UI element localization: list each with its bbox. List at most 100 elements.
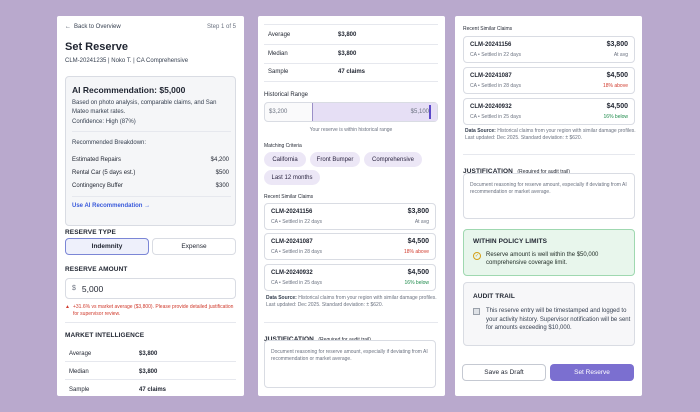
warning-text: +31.6% vs market average ($3,800). Pleas… <box>72 304 234 317</box>
data-source-label: Data Source: <box>465 128 496 134</box>
audit-checkbox-icon <box>473 308 480 315</box>
reserve-amount-input[interactable]: $ 5,000 <box>65 278 236 299</box>
claim-amount: $4,500 <box>606 103 628 110</box>
claim-id: CLM-20240932 <box>470 104 512 110</box>
use-ai-recommendation-link[interactable]: Use AI Recommendation → <box>72 203 151 209</box>
ai-confidence: Confidence: High (87%) <box>72 119 136 125</box>
claim-amount: $3,800 <box>407 208 429 215</box>
market-row-label: Sample <box>268 69 289 75</box>
currency-symbol: $ <box>72 285 76 292</box>
step-indicator: Step 1 of 5 <box>206 24 236 30</box>
criteria-pill: Last 12 months <box>264 170 320 185</box>
reserve-panel-middle: MARKET INTELLIGENCE Average $3,800 Media… <box>258 16 445 396</box>
set-reserve-button[interactable]: Set Reserve <box>550 364 634 381</box>
similar-claims-label: Recent Similar Claims <box>264 194 314 200</box>
policy-title: WITHIN POLICY LIMITS <box>473 238 548 245</box>
justification-hint: (Required for audit trail) <box>517 169 570 175</box>
expense-option[interactable]: Expense <box>152 238 236 255</box>
range-fill <box>312 103 437 121</box>
justification-textarea[interactable]: Document reasoning for reserve amount, e… <box>463 173 635 219</box>
data-source-text: Historical claims from your region with … <box>266 295 437 308</box>
market-intelligence-label: MARKET INTELLIGENCE <box>65 332 145 339</box>
claim-id: CLM-20241156 <box>271 209 313 215</box>
similar-claim-card[interactable]: CLM-20240932 CA • Settled in 25 days $4,… <box>264 264 436 291</box>
page-title: Set Reserve <box>65 41 128 53</box>
data-source-label: Data Source: <box>266 295 297 301</box>
claim-meta: CA • Settled in 22 days <box>470 52 521 58</box>
claim-note: 18% above <box>403 249 429 255</box>
arrow-left-icon: ← <box>65 24 71 30</box>
breakdown-item-label: Rental Car (5 days est.) <box>72 170 136 176</box>
market-row-value: $3,800 <box>338 32 357 38</box>
breakdown-item-value: $300 <box>215 183 229 189</box>
back-label: Back to Overview <box>74 24 121 30</box>
market-row-label: Average <box>268 32 291 38</box>
data-source-note: Data Source: Historical claims from your… <box>465 128 637 142</box>
claim-info: CLM-20241235 | Noko T. | CA Comprehensiv… <box>65 58 189 64</box>
similar-claim-card[interactable]: CLM-20241087 CA • Settled in 28 days $4,… <box>264 233 436 260</box>
claim-meta: CA • Settled in 28 days <box>470 83 521 89</box>
range-start-marker <box>312 103 313 121</box>
similar-claim-card[interactable]: CLM-20240932 CA • Settled in 25 days $4,… <box>463 98 635 125</box>
claim-note: 16% below <box>603 114 628 120</box>
policy-limits-card: WITHIN POLICY LIMITS ✓ Reserve amount is… <box>463 229 635 276</box>
market-row-label: Average <box>69 351 92 357</box>
historical-range-bar: $3,200 $5,100 <box>264 102 438 122</box>
similar-claim-card[interactable]: CLM-20241087 CA • Settled in 28 days $4,… <box>463 67 635 94</box>
criteria-pill: Comprehensive <box>364 152 422 167</box>
claim-note: 16% below <box>404 280 429 286</box>
justification-label: JUSTIFICATION <box>264 336 314 343</box>
claim-id: CLM-20241156 <box>470 42 512 48</box>
matching-criteria-label: Matching Criteria <box>264 143 302 149</box>
reserve-panel-top: ← Back to Overview Step 1 of 5 Set Reser… <box>57 16 244 396</box>
similar-claim-card[interactable]: CLM-20241156 CA • Settled in 22 days $3,… <box>463 36 635 63</box>
market-intelligence-label: MARKET INTELLIGENCE <box>264 16 343 17</box>
market-row-value: 47 claims <box>338 69 366 75</box>
range-max: $5,100 <box>410 109 429 115</box>
save-draft-button[interactable]: Save as Draft <box>462 364 546 381</box>
market-row-value: $3,800 <box>139 369 158 375</box>
policy-text: Reserve amount is well within the $50,00… <box>486 252 599 266</box>
claim-note: 18% above <box>602 83 628 89</box>
justification-placeholder: Document reasoning for reserve amount, e… <box>470 182 627 195</box>
breakdown-item-value: $4,200 <box>210 157 229 163</box>
claim-id: CLM-20240932 <box>271 270 313 276</box>
data-source-note: Data Source: Historical claims from your… <box>266 295 438 309</box>
market-row-label: Sample <box>69 387 90 393</box>
breakdown-item-value: $500 <box>215 170 229 176</box>
breakdown-item-label: Estimated Repairs <box>72 157 122 163</box>
justification-placeholder: Document reasoning for reserve amount, e… <box>271 349 428 362</box>
market-row-value: $3,800 <box>139 351 158 357</box>
claim-meta: CA • Settled in 25 days <box>470 114 521 120</box>
historical-range-label: Historical Range <box>264 92 309 98</box>
reserve-amount-value: 5,000 <box>81 283 104 294</box>
claim-note: At avg <box>414 219 429 225</box>
claim-amount: $4,500 <box>407 238 429 245</box>
claim-id: CLM-20241087 <box>470 73 512 79</box>
justification-heading: JUSTIFICATION (Required for audit trail) <box>463 160 570 178</box>
claim-note: At avg <box>613 52 628 58</box>
warning-icon: ▲ <box>65 304 70 310</box>
justification-label: JUSTIFICATION <box>463 168 513 175</box>
similar-claim-card[interactable]: CLM-20241156 CA • Settled in 22 days $3,… <box>264 203 436 230</box>
audit-title: AUDIT TRAIL <box>473 293 515 300</box>
reserve-panel-bottom: Recent Similar Claims CLM-20241156 CA • … <box>455 16 642 396</box>
claim-meta: CA • Settled in 28 days <box>271 249 322 255</box>
reserve-warning: ▲ +31.6% vs market average ($3,800). Ple… <box>65 304 238 318</box>
range-min: $3,200 <box>269 109 288 115</box>
breakdown-item-label: Contingency Buffer <box>72 183 123 189</box>
market-row-value: $3,800 <box>338 51 357 57</box>
back-link[interactable]: ← Back to Overview <box>65 24 121 30</box>
breakdown-label: Recommended Breakdown: <box>72 140 147 146</box>
claim-amount: $3,800 <box>606 41 628 48</box>
range-current-marker <box>429 105 431 119</box>
criteria-pill: Front Bumper <box>310 152 360 167</box>
similar-claims-label: Recent Similar Claims <box>463 26 513 32</box>
claim-amount: $4,500 <box>407 269 429 276</box>
market-row-value: 47 claims <box>139 387 167 393</box>
audit-trail-card: AUDIT TRAIL This reserve entry will be t… <box>463 282 635 346</box>
claim-amount: $4,500 <box>606 72 628 79</box>
claim-id: CLM-20241087 <box>271 239 313 245</box>
indemnity-option[interactable]: Indemnity <box>65 238 149 255</box>
justification-textarea[interactable]: Document reasoning for reserve amount, e… <box>264 340 436 388</box>
